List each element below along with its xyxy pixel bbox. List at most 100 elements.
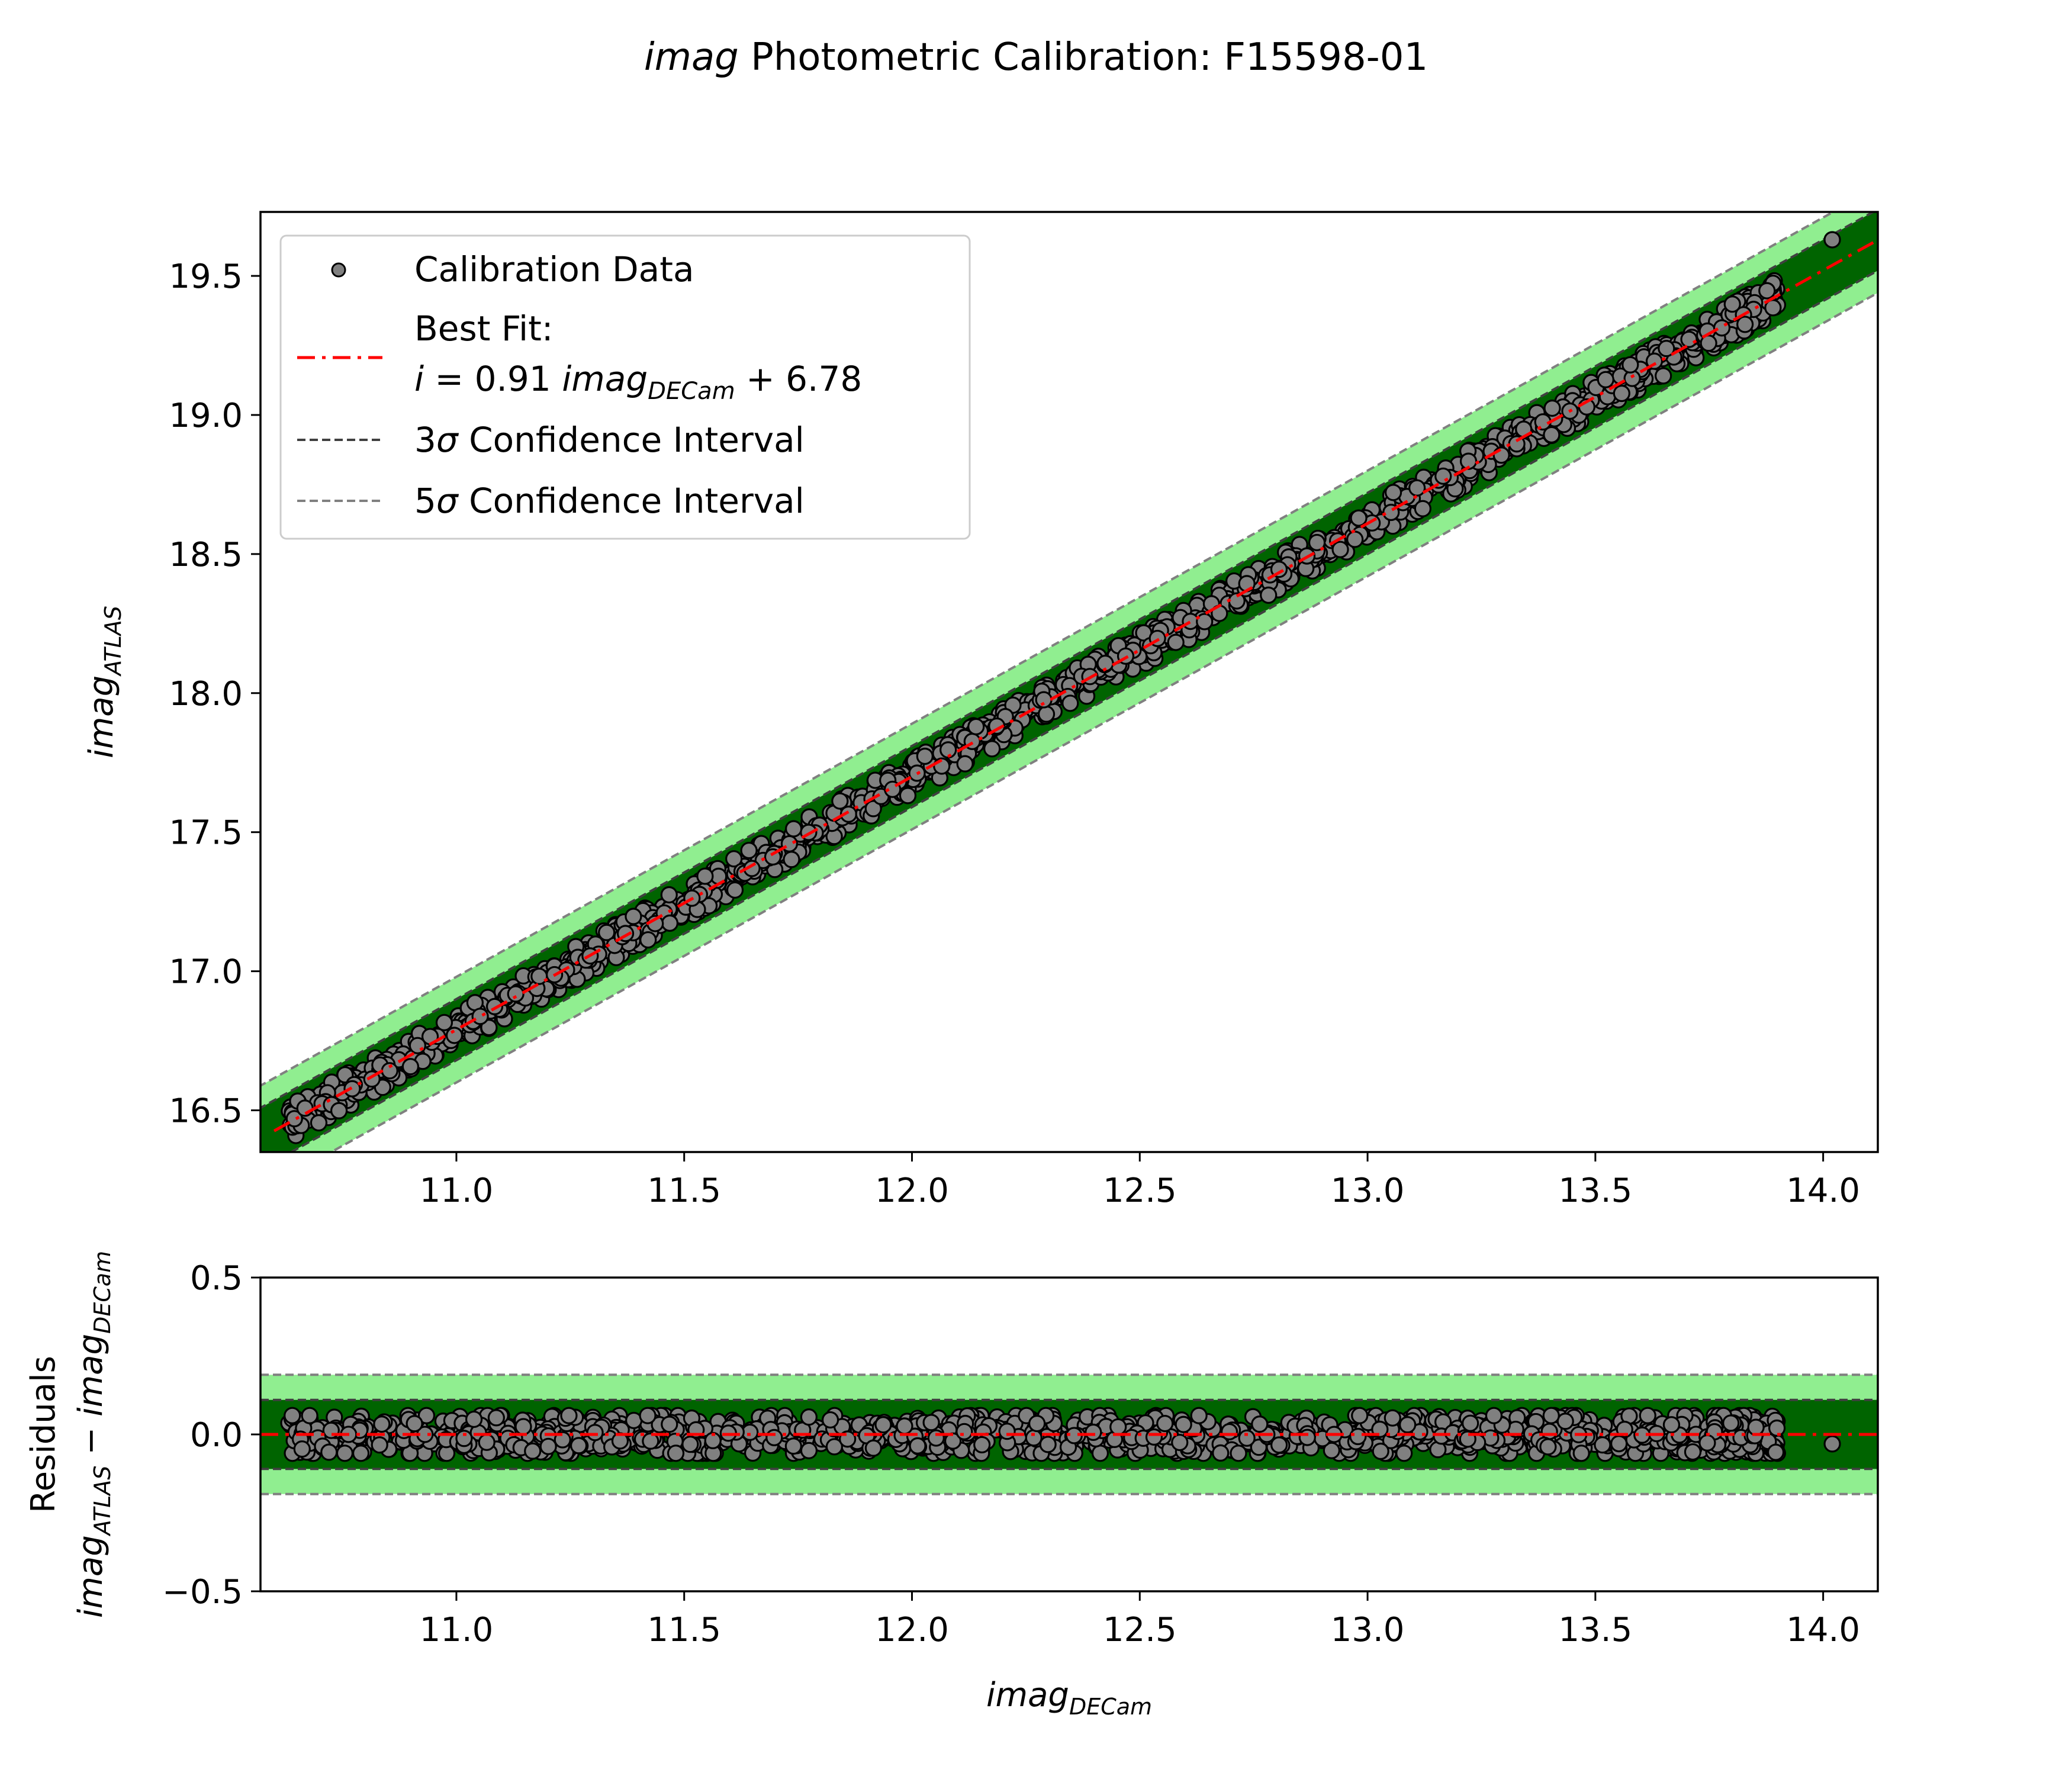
main-data-point (471, 1008, 489, 1025)
residuals-data-point (465, 1410, 483, 1428)
legend-ci3-sigma: σ (436, 420, 459, 460)
main-axes-frame (259, 211, 1879, 1153)
residuals-ylabel-a-sub: ATLAS (89, 1465, 115, 1537)
residuals-data-point (1190, 1407, 1208, 1424)
residuals-xtick-label: 11.0 (420, 1611, 494, 1649)
residuals-data-point (1025, 1429, 1043, 1447)
main-data-point (660, 886, 678, 904)
main-data-point (1764, 299, 1782, 317)
residuals-plot-area: 11.0 11.5 12.0 12.5 13.0 13.5 14.0 −0.5 0.0 0.5 (162, 1259, 1879, 1649)
residuals-data-point (998, 1423, 1016, 1440)
main-data-point (967, 718, 985, 736)
main-data-point (401, 1058, 420, 1076)
residuals-ylabel-b-sub: DECam (89, 1251, 115, 1334)
main-data-point (1331, 540, 1349, 558)
residuals-data-point (478, 1433, 496, 1451)
main-data-point (598, 924, 616, 941)
main-best-fit-line (273, 239, 1878, 1132)
residuals-data-point (825, 1438, 843, 1456)
main-ylabel-sub: ATLAS (100, 606, 126, 677)
title-rest: Photometric Calibration: F15598-01 (739, 36, 1428, 79)
main-data-point (296, 1099, 314, 1117)
residuals-data-point (1171, 1433, 1189, 1452)
residuals-data-point (1298, 1428, 1316, 1446)
main-data-point (726, 881, 744, 899)
residuals-data-point (1462, 1414, 1479, 1432)
residuals-data-point (973, 1436, 991, 1454)
legend-ci3-label: 3σ Confidence Interval (414, 420, 805, 460)
main-plot-area: 11.0 11.5 12.0 12.5 13.0 13.5 14.0 16.5 17.0 17.… (169, 211, 1879, 1210)
residuals-data-point (1145, 1428, 1163, 1446)
main-data-point (864, 800, 882, 818)
main-ytick-label: 19.5 (169, 258, 243, 296)
main-5sigma-lower-line (329, 291, 1878, 1152)
residuals-data-point (336, 1444, 354, 1462)
residuals-data-point (1722, 1414, 1740, 1432)
residuals-ylabel-a: imag (72, 1535, 110, 1618)
legend-bestfit-line1: Best Fit: (414, 308, 553, 349)
main-data-point (740, 841, 758, 860)
main-data-point (1680, 330, 1698, 348)
main-xtick-label: 12.5 (1103, 1172, 1177, 1210)
legend-bestfit-imag: imag (562, 359, 648, 399)
main-data-point (956, 755, 974, 773)
legend-bestfit-i: i (414, 359, 424, 399)
residuals-data-point (765, 1428, 783, 1446)
legend-ci3-num: 3 (414, 420, 436, 460)
residuals-xtick-label: 13.5 (1559, 1611, 1633, 1649)
residuals-data-point (1684, 1443, 1702, 1461)
main-data-point (1621, 356, 1639, 374)
legend-ci5-text: Confidence Interval (458, 481, 805, 521)
main-y-axis-label: imagATLAS (82, 606, 126, 758)
main-data-point (1350, 509, 1368, 527)
main-data-point (1182, 613, 1199, 630)
main-data-point (1543, 399, 1561, 417)
main-ytick-label: 16.5 (169, 1092, 243, 1131)
main-ytick-label: 17.0 (169, 953, 243, 992)
main-data-point (1035, 691, 1053, 709)
residuals-data-point (1351, 1407, 1369, 1424)
legend-frame (279, 234, 971, 540)
legend-bestfit-eq1: = 0.91 (424, 359, 562, 399)
main-xtick-label: 14.0 (1786, 1172, 1860, 1210)
legend: Calibration Data Best Fit: i = 0.91 imag… (279, 234, 971, 540)
legend-ci5-sigma: σ (436, 481, 459, 521)
main-data-point (1061, 694, 1079, 712)
residuals-data-point (487, 1409, 505, 1427)
main-data-point (940, 741, 957, 759)
residuals-data-point (1698, 1434, 1716, 1452)
residuals-data-point (955, 1423, 973, 1440)
main-xtick-label: 11.0 (420, 1172, 494, 1210)
residuals-data-point (1212, 1444, 1230, 1462)
main-data-point (1655, 367, 1672, 385)
main-y-ticks: 16.5 17.0 17.5 18.0 18.5 19.0 19.5 (169, 258, 260, 1131)
residuals-xtick-label: 11.5 (647, 1611, 721, 1649)
residuals-data-point (1251, 1415, 1269, 1433)
xlabel-main: imag (986, 1676, 1069, 1714)
residuals-data-point (1349, 1427, 1367, 1446)
residuals-data-point (909, 1437, 926, 1455)
legend-ci3-text: Confidence Interval (458, 420, 805, 460)
residuals-data-point (293, 1440, 311, 1458)
main-data-point (1723, 295, 1741, 313)
residuals-data-point (896, 1417, 913, 1435)
residuals-data-point (1572, 1444, 1590, 1462)
residuals-data-point (371, 1436, 388, 1454)
residuals-data-point (922, 1414, 940, 1431)
residuals-y-axis-label: Residuals imagATLAS − imagDECam (24, 1251, 115, 1618)
main-data-point (1713, 319, 1731, 337)
residuals-ylabel-b: imag (72, 1334, 110, 1417)
main-data-point (725, 850, 743, 868)
residuals-xtick-label: 13.0 (1331, 1611, 1405, 1649)
main-data-point (1346, 530, 1364, 548)
residuals-data-point (1270, 1436, 1288, 1454)
residuals-data-point (784, 1437, 802, 1455)
legend-bestfit-sub: DECam (648, 378, 735, 405)
residuals-data-point (800, 1408, 818, 1426)
residuals-data-point (1085, 1423, 1102, 1441)
residuals-data-point (1610, 1435, 1628, 1453)
residuals-data-point (301, 1407, 318, 1424)
residuals-data-point (1539, 1438, 1557, 1456)
residuals-data-point (406, 1415, 423, 1433)
residuals-data-point (320, 1443, 338, 1461)
